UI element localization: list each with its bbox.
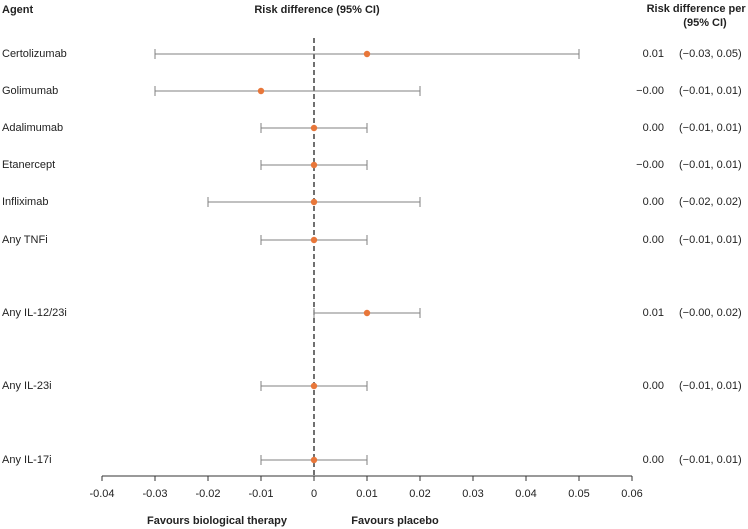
agent-label: Infliximab <box>2 196 48 208</box>
agent-label: Any IL-12/23i <box>2 307 67 319</box>
ci-label: (−0.01, 0.01) <box>679 159 742 171</box>
x-tick-label: -0.02 <box>195 488 220 500</box>
annotation: Favours placebo <box>351 515 439 527</box>
ci-label: (−0.01, 0.01) <box>679 454 742 466</box>
point-estimate <box>310 124 318 132</box>
estimate-label: −0.00 <box>636 159 664 171</box>
agent-label: Any IL-17i <box>2 454 52 466</box>
estimate-label: 0.00 <box>643 196 664 208</box>
point-estimate <box>363 50 371 58</box>
x-tick-label: 0.03 <box>462 488 483 500</box>
agent-label: Any IL-23i <box>2 380 52 392</box>
agent-label: Adalimumab <box>2 122 63 134</box>
ci-label: (−0.01, 0.01) <box>679 234 742 246</box>
point-estimate <box>310 382 318 390</box>
ci-label: (−0.02, 0.02) <box>679 196 742 208</box>
right-header: Risk difference per PY <box>647 3 748 15</box>
agent-label: Golimumab <box>2 85 58 97</box>
point-estimate <box>310 456 318 464</box>
agent-label: Certolizumab <box>2 48 67 60</box>
x-tick-label: -0.04 <box>89 488 114 500</box>
estimate-label: 0.00 <box>643 234 664 246</box>
point-estimate <box>310 236 318 244</box>
agent-label: Any TNFi <box>2 234 48 246</box>
ci-label: (−0.00, 0.02) <box>679 307 742 319</box>
x-tick-label: 0.04 <box>515 488 536 500</box>
estimate-label: −0.00 <box>636 85 664 97</box>
agent-label: Etanercept <box>2 159 55 171</box>
ci-label: (−0.01, 0.01) <box>679 85 742 97</box>
point-estimate <box>257 87 265 95</box>
point-estimate <box>310 161 318 169</box>
agent-header: Agent <box>2 4 34 16</box>
estimate-label: 0.01 <box>643 48 664 60</box>
x-tick-label: 0.05 <box>568 488 589 500</box>
estimate-label: 0.00 <box>643 454 664 466</box>
x-tick-label: -0.01 <box>248 488 273 500</box>
estimate-label: 0.00 <box>643 122 664 134</box>
estimate-label: 0.00 <box>643 380 664 392</box>
x-tick-label: 0.06 <box>621 488 642 500</box>
x-tick-label: -0.03 <box>142 488 167 500</box>
estimate-label: 0.01 <box>643 307 664 319</box>
ci-label: (−0.01, 0.01) <box>679 122 742 134</box>
x-tick-label: 0 <box>311 488 317 500</box>
ci-label: (−0.01, 0.01) <box>679 380 742 392</box>
point-estimate <box>310 198 318 206</box>
ci-label: (−0.03, 0.05) <box>679 48 742 60</box>
x-tick-label: 0.02 <box>409 488 430 500</box>
x-tick-label: 0.01 <box>356 488 377 500</box>
point-estimate <box>363 309 371 317</box>
chart-title: Risk difference (95% CI) <box>254 4 380 16</box>
annotation: Favours biological therapy <box>147 515 288 527</box>
right-header: (95% CI) <box>683 17 727 29</box>
